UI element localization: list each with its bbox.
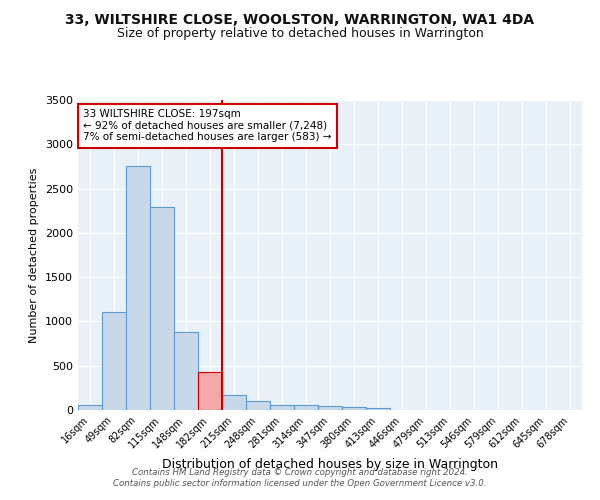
Bar — [126, 166, 150, 410]
Bar — [318, 406, 342, 410]
Text: 33, WILTSHIRE CLOSE, WOOLSTON, WARRINGTON, WA1 4DA: 33, WILTSHIRE CLOSE, WOOLSTON, WARRINGTO… — [65, 12, 535, 26]
Bar — [78, 405, 102, 410]
Bar — [150, 207, 174, 410]
Text: Contains HM Land Registry data © Crown copyright and database right 2024.
Contai: Contains HM Land Registry data © Crown c… — [113, 468, 487, 487]
Text: Size of property relative to detached houses in Warrington: Size of property relative to detached ho… — [116, 28, 484, 40]
Bar — [174, 332, 198, 410]
Bar — [366, 408, 390, 410]
Y-axis label: Number of detached properties: Number of detached properties — [29, 168, 40, 342]
Bar — [198, 372, 222, 410]
Bar — [222, 395, 246, 410]
Bar — [342, 408, 366, 410]
X-axis label: Distribution of detached houses by size in Warrington: Distribution of detached houses by size … — [162, 458, 498, 471]
Bar — [102, 312, 126, 410]
Bar — [294, 405, 318, 410]
Bar — [246, 401, 270, 410]
Text: 33 WILTSHIRE CLOSE: 197sqm
← 92% of detached houses are smaller (7,248)
7% of se: 33 WILTSHIRE CLOSE: 197sqm ← 92% of deta… — [83, 110, 332, 142]
Bar — [270, 405, 294, 410]
